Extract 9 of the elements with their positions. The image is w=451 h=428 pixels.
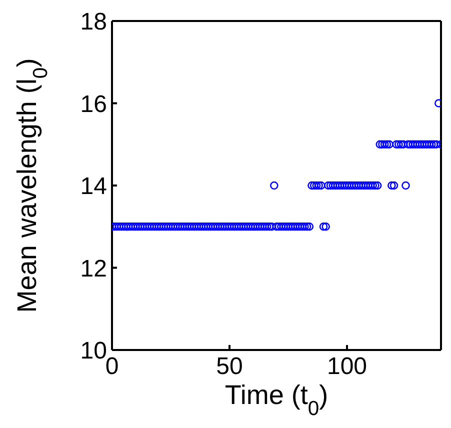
y-tick-label: 10 bbox=[80, 338, 107, 365]
y-tick-label: 16 bbox=[80, 90, 107, 118]
x-tick-label: 50 bbox=[216, 353, 243, 380]
x-tick-label: 100 bbox=[326, 353, 368, 380]
y-tick-label: 14 bbox=[80, 173, 107, 200]
x-axis-title: Time (t$_{0}$) bbox=[224, 380, 328, 420]
x-tick-label: 0 bbox=[105, 353, 119, 380]
y-tick-label: 18 bbox=[80, 8, 107, 36]
y-tick-label: 12 bbox=[80, 255, 107, 282]
